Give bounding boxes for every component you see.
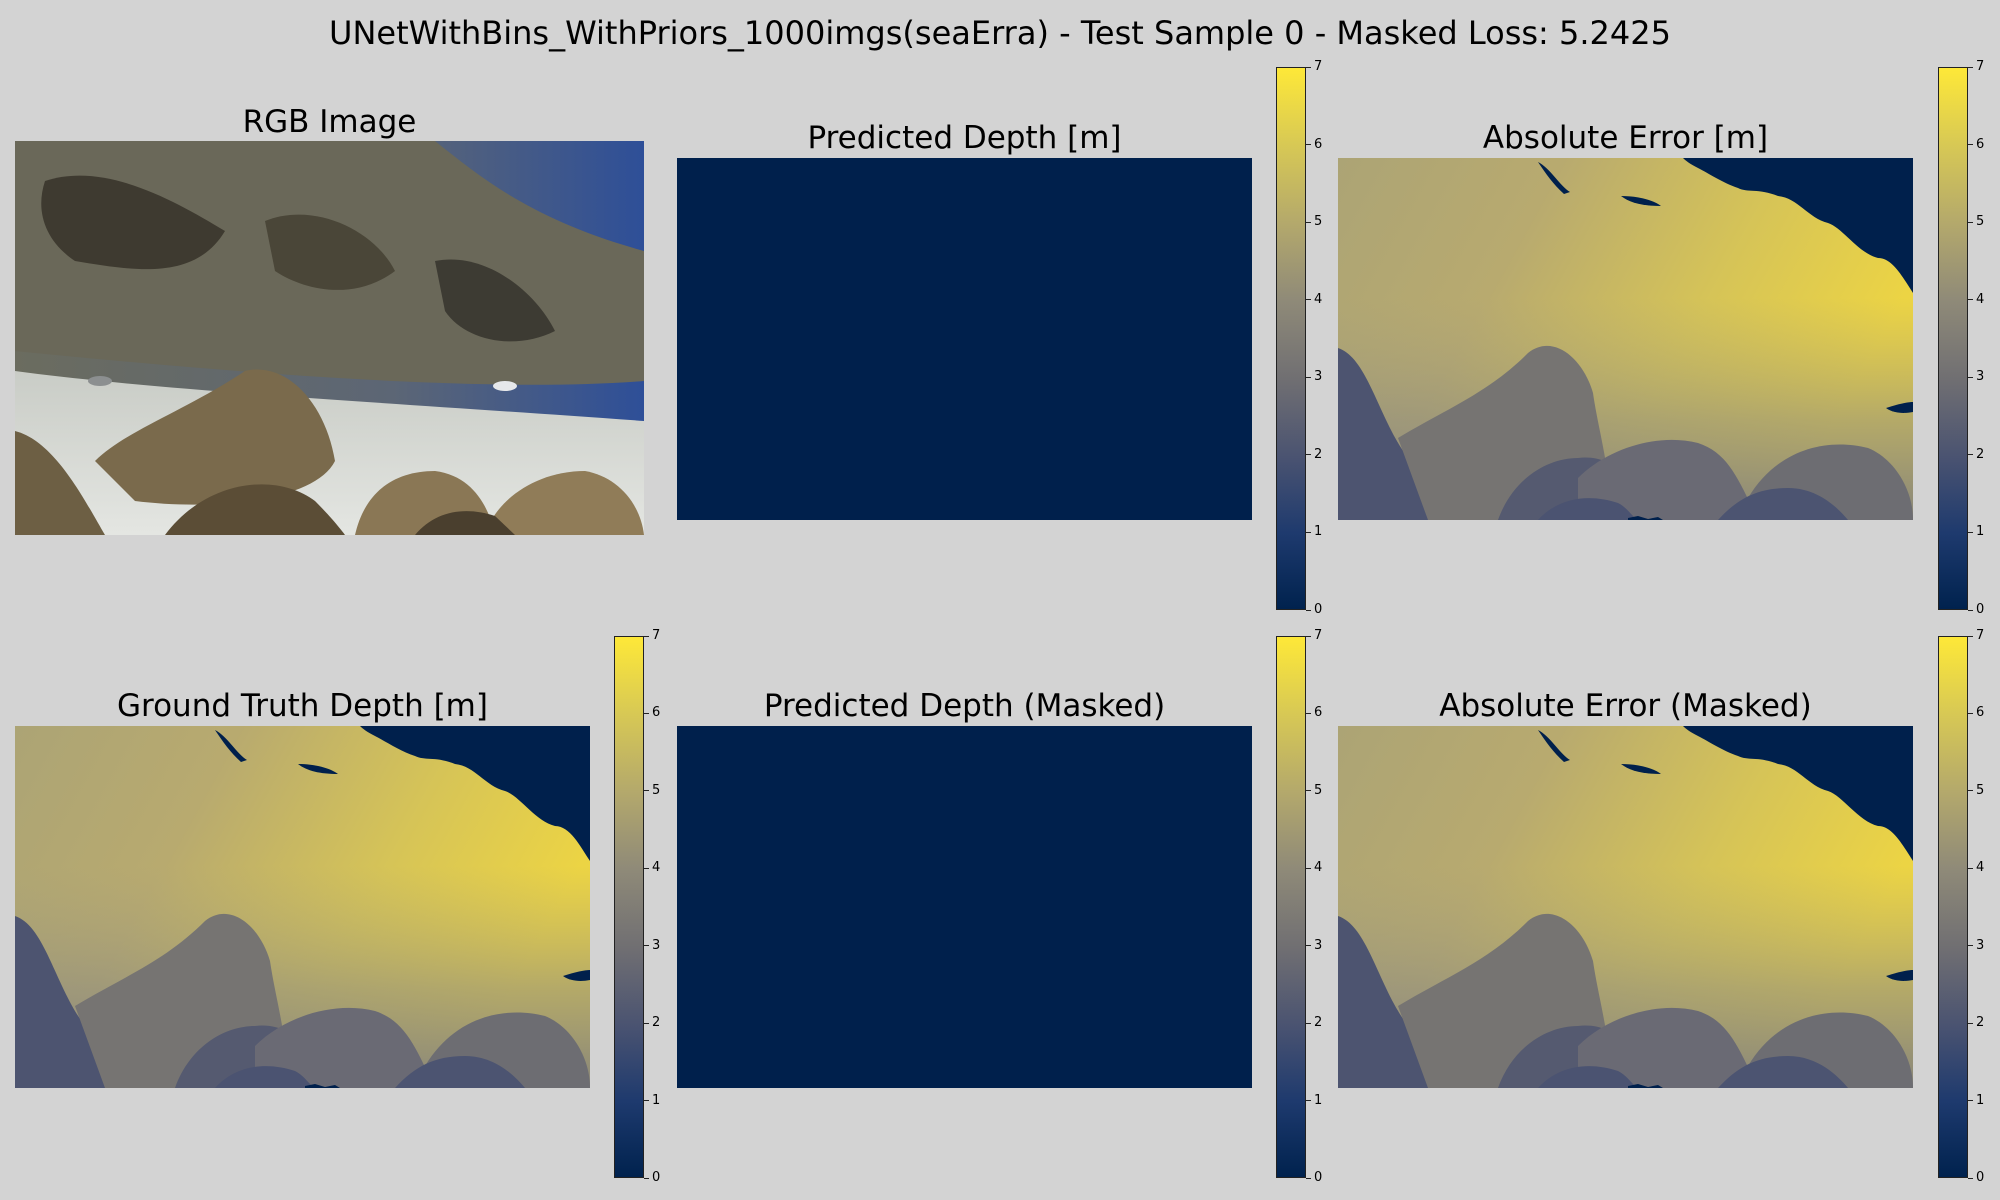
colorbar-tick	[1306, 945, 1311, 947]
colorbar-tick	[644, 712, 649, 714]
colorbar-tick-label: 2	[1314, 446, 1323, 462]
colorbar-tick-label: 0	[652, 1170, 661, 1185]
colorbar-tick-label: 4	[1976, 860, 1985, 876]
colorbar-tick	[1306, 1177, 1311, 1179]
colorbar-tick	[1306, 376, 1311, 378]
colorbar-tick-label: 4	[652, 860, 661, 876]
colorbar-tick-label: 6	[1314, 136, 1323, 152]
colorbar-tick-label: 5	[1976, 782, 1985, 798]
colorbar-tick	[1968, 1177, 1973, 1179]
colorbar-tick-label: 2	[652, 1015, 661, 1031]
colorbar-tick	[1306, 712, 1311, 714]
colorbar-tick	[644, 1022, 649, 1024]
colorbar-tick	[644, 867, 649, 869]
colorbar-tick-label: 1	[1976, 524, 1985, 540]
colorbar-tick	[1968, 454, 1973, 456]
colorbar-tick-label: 0	[1314, 602, 1323, 617]
colorbar-absolute-error-masked	[1938, 636, 1968, 1178]
colorbar-tick	[1968, 609, 1973, 611]
absolute-error-title: Absolute Error [m]	[1482, 120, 1769, 156]
colorbar-tick-label: 1	[1976, 1092, 1985, 1108]
colorbar-tick-label: 0	[1976, 602, 1985, 617]
colorbar-tick-label: 7	[1976, 59, 1985, 74]
colorbar-tick-label: 5	[652, 782, 661, 798]
colorbar-tick	[644, 790, 649, 792]
colorbar-tick	[1968, 945, 1973, 947]
colorbar-tick-label: 7	[1314, 628, 1323, 643]
predicted-depth-masked-map	[677, 726, 1252, 1088]
colorbar-tick	[1968, 1022, 1973, 1024]
colorbar-tick	[1306, 867, 1311, 869]
colorbar-tick-label: 0	[1314, 1170, 1323, 1185]
colorbar-predicted-depth-masked	[1276, 636, 1306, 1178]
colorbar-tick	[1968, 790, 1973, 792]
colorbar-tick-label: 2	[1976, 1015, 1985, 1031]
colorbar-tick-label: 3	[1976, 937, 1985, 953]
colorbar-tick	[644, 1100, 649, 1102]
colorbar-tick-label: 5	[1976, 214, 1985, 230]
predicted-depth-map	[677, 158, 1252, 520]
rgb-image	[15, 141, 644, 535]
colorbar-ground-truth	[614, 636, 644, 1178]
colorbar-tick	[644, 635, 649, 637]
colorbar-predicted-depth	[1276, 67, 1306, 610]
colorbar-tick-label: 5	[1314, 214, 1323, 230]
ground-truth-depth-map	[15, 726, 590, 1088]
colorbar-tick-label: 6	[1976, 136, 1985, 152]
colorbar-tick-label: 4	[1976, 291, 1985, 307]
colorbar-tick-label: 6	[1314, 705, 1323, 721]
colorbar-tick-label: 2	[1976, 446, 1985, 462]
colorbar-tick	[1968, 144, 1973, 146]
colorbar-tick-label: 1	[1314, 1092, 1323, 1108]
colorbar-tick	[1968, 635, 1973, 637]
colorbar-tick	[1306, 1022, 1311, 1024]
colorbar-tick	[1306, 1100, 1311, 1102]
absolute-error-map	[1338, 158, 1913, 520]
colorbar-tick	[1968, 1100, 1973, 1102]
colorbar-tick-label: 3	[1976, 369, 1985, 385]
colorbar-tick	[1306, 144, 1311, 146]
ground-truth-title: Ground Truth Depth [m]	[117, 688, 488, 724]
colorbar-tick	[1968, 531, 1973, 533]
colorbar-tick	[1968, 299, 1973, 301]
colorbar-tick	[1968, 66, 1973, 68]
colorbar-tick-label: 1	[1314, 524, 1323, 540]
colorbar-tick	[1306, 66, 1311, 68]
colorbar-tick-label: 6	[1976, 705, 1985, 721]
colorbar-tick-label: 7	[1976, 628, 1985, 643]
colorbar-tick	[1306, 221, 1311, 223]
colorbar-tick	[1306, 609, 1311, 611]
colorbar-tick	[1306, 531, 1311, 533]
colorbar-tick-label: 7	[652, 628, 661, 643]
predicted-depth-masked-title: Predicted Depth (Masked)	[763, 688, 1166, 724]
colorbar-tick	[1968, 867, 1973, 869]
colorbar-tick	[1968, 376, 1973, 378]
colorbar-tick	[644, 945, 649, 947]
colorbar-tick-label: 2	[1314, 1015, 1323, 1031]
colorbar-tick	[1306, 790, 1311, 792]
colorbar-tick-label: 5	[1314, 782, 1323, 798]
colorbar-tick	[1968, 712, 1973, 714]
colorbar-tick-label: 3	[1314, 369, 1323, 385]
colorbar-tick-label: 4	[1314, 291, 1323, 307]
figure-title: UNetWithBins_WithPriors_1000imgs(seaErra…	[329, 14, 1671, 52]
colorbar-tick-label: 6	[652, 705, 661, 721]
colorbar-tick-label: 1	[652, 1092, 661, 1108]
absolute-error-masked-title: Absolute Error (Masked)	[1439, 688, 1812, 724]
colorbar-tick-label: 0	[1976, 1170, 1985, 1185]
colorbar-tick-label: 7	[1314, 59, 1323, 74]
colorbar-absolute-error	[1938, 67, 1968, 610]
colorbar-tick-label: 4	[1314, 860, 1323, 876]
colorbar-tick	[1968, 221, 1973, 223]
absolute-error-masked-map	[1338, 726, 1913, 1088]
colorbar-tick	[1306, 454, 1311, 456]
predicted-depth-title: Predicted Depth [m]	[807, 120, 1122, 156]
colorbar-tick-label: 3	[1314, 937, 1323, 953]
colorbar-tick	[644, 1177, 649, 1179]
rgb-image-title: RGB Image	[242, 104, 417, 140]
colorbar-tick-label: 3	[652, 937, 661, 953]
colorbar-tick	[1306, 635, 1311, 637]
colorbar-tick	[1306, 299, 1311, 301]
